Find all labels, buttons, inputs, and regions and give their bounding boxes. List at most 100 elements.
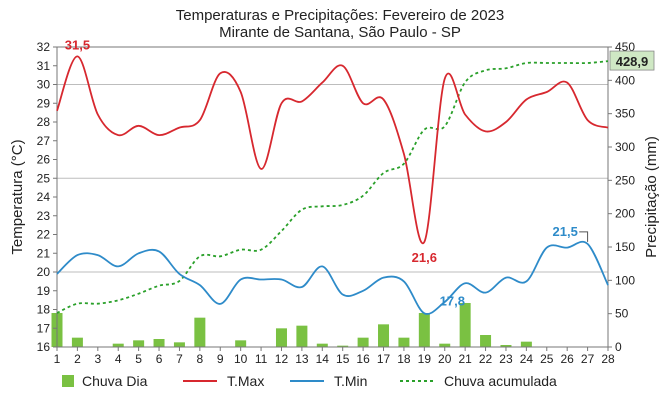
tick-label-x: 11 xyxy=(255,352,268,366)
chart-subtitle: Mirante de Santana, São Paulo - SP xyxy=(219,24,461,41)
bar-chuva-dia xyxy=(337,345,349,347)
annotation-accum-final: 428,9 xyxy=(616,54,649,69)
tick-label-x: 12 xyxy=(275,352,289,366)
tick-label-left: 32 xyxy=(37,40,51,54)
bar-chuva-dia xyxy=(500,345,512,347)
tick-label-left: 26 xyxy=(37,153,51,167)
bar-chuva-dia xyxy=(275,328,287,347)
tick-label-right: 0 xyxy=(615,340,622,354)
tick-label-left: 30 xyxy=(37,78,51,92)
annotation-accum-box xyxy=(609,50,655,71)
bar-chuva-dia xyxy=(296,325,308,347)
tick-label-left: 20 xyxy=(37,265,51,279)
legend-chuva-acumulada-label: Chuva acumulada xyxy=(444,373,557,389)
annotation-tmax-low: 21,6 xyxy=(412,250,437,265)
legend-chuva-dia-swatch xyxy=(62,375,74,387)
tick-label-x: 15 xyxy=(336,352,350,366)
tick-label-left: 24 xyxy=(37,190,51,204)
bar-chuva-dia xyxy=(71,337,83,347)
tick-label-x: 25 xyxy=(540,352,554,366)
bar-chuva-dia xyxy=(133,340,145,347)
bars-chuva-dia xyxy=(51,303,532,347)
tick-label-x: 1 xyxy=(54,352,61,366)
legend-tmax-label: T.Max xyxy=(227,373,264,389)
legend-chuva-dia-label: Chuva Dia xyxy=(82,373,148,389)
tick-label-x: 5 xyxy=(135,352,142,366)
tick-label-right: 200 xyxy=(615,207,635,221)
tick-label-left: 17 xyxy=(37,321,51,335)
tick-label-x: 7 xyxy=(176,352,183,366)
legend: Chuva Dia T.Max T.Min Chuva acumulada xyxy=(62,373,557,389)
annotations: 31,5 21,6 17,8 21,5 428,9 xyxy=(65,37,655,308)
tick-label-x: 20 xyxy=(438,352,452,366)
tick-label-x: 17 xyxy=(377,352,391,366)
tick-label-x: 27 xyxy=(581,352,595,366)
tick-label-x: 18 xyxy=(397,352,411,366)
bar-chuva-dia xyxy=(378,324,390,347)
tick-label-left: 27 xyxy=(37,134,51,148)
bar-chuva-dia xyxy=(112,343,124,347)
gridlines xyxy=(57,84,608,273)
tick-label-left: 28 xyxy=(37,115,51,129)
tick-label-x: 24 xyxy=(520,352,534,366)
tick-label-x: 4 xyxy=(115,352,122,366)
tick-label-x: 26 xyxy=(561,352,575,366)
bar-chuva-dia xyxy=(398,337,410,347)
bar-chuva-dia xyxy=(480,335,492,347)
tick-label-x: 10 xyxy=(234,352,248,366)
y-axis-label-right: Precipitação (mm) xyxy=(643,136,660,258)
tick-label-right: 250 xyxy=(615,173,635,187)
tick-label-left: 21 xyxy=(37,246,51,260)
tick-label-right: 450 xyxy=(615,40,635,54)
annotation-tmin-low: 17,8 xyxy=(440,293,465,308)
tick-label-right: 350 xyxy=(615,107,635,121)
tick-label-left: 22 xyxy=(37,228,51,242)
annotation-tmax-peak: 31,5 xyxy=(65,37,90,52)
tick-label-left: 29 xyxy=(37,96,51,110)
annotation-leader-line xyxy=(579,231,589,242)
tick-label-right: 400 xyxy=(615,73,635,87)
series-lines xyxy=(56,55,609,315)
bar-chuva-dia xyxy=(173,342,185,347)
bar-chuva-dia xyxy=(235,340,247,347)
tick-label-right: 100 xyxy=(615,273,635,287)
tick-label-left: 19 xyxy=(37,284,51,298)
tick-label-left: 23 xyxy=(37,209,51,223)
bar-chuva-dia xyxy=(520,341,532,347)
plot-border xyxy=(56,46,609,348)
tick-label-left: 16 xyxy=(37,340,51,354)
line-chuva-acumulada xyxy=(56,60,609,314)
tick-label-left: 25 xyxy=(37,171,51,185)
tick-label-x: 23 xyxy=(499,352,513,366)
tick-label-x: 8 xyxy=(197,352,204,366)
tick-label-x: 13 xyxy=(295,352,309,366)
tick-label-x: 22 xyxy=(479,352,493,366)
tick-label-x: 21 xyxy=(458,352,472,366)
tick-label-x: 14 xyxy=(316,352,330,366)
bar-chuva-dia xyxy=(439,343,451,347)
annotation-tmin-high: 21,5 xyxy=(553,224,578,239)
bar-chuva-dia xyxy=(316,343,328,347)
axis-ticks: 1617181920212223242526272829303132050100… xyxy=(37,40,636,366)
tick-label-x: 28 xyxy=(601,352,615,366)
plot-frame xyxy=(56,46,609,348)
tick-label-right: 150 xyxy=(615,240,635,254)
line-tmax xyxy=(56,55,609,245)
tick-label-right: 300 xyxy=(615,140,635,154)
line-tmin xyxy=(56,240,609,315)
tick-label-x: 9 xyxy=(217,352,224,366)
tick-label-left: 31 xyxy=(37,59,51,73)
bar-chuva-dia xyxy=(418,313,430,347)
legend-tmin-label: T.Min xyxy=(334,373,367,389)
tick-label-left: 18 xyxy=(37,303,51,317)
tick-label-x: 3 xyxy=(94,352,101,366)
bar-chuva-dia xyxy=(459,303,471,347)
tick-label-right: 50 xyxy=(615,307,629,321)
tick-label-x: 16 xyxy=(356,352,370,366)
tick-label-x: 6 xyxy=(156,352,163,366)
bar-chuva-dia xyxy=(357,337,369,347)
tick-label-x: 19 xyxy=(418,352,432,366)
y-axis-label-left: Temperatura (°C) xyxy=(9,139,26,254)
chart-title: Temperaturas e Precipitações: Fevereiro … xyxy=(176,7,505,24)
